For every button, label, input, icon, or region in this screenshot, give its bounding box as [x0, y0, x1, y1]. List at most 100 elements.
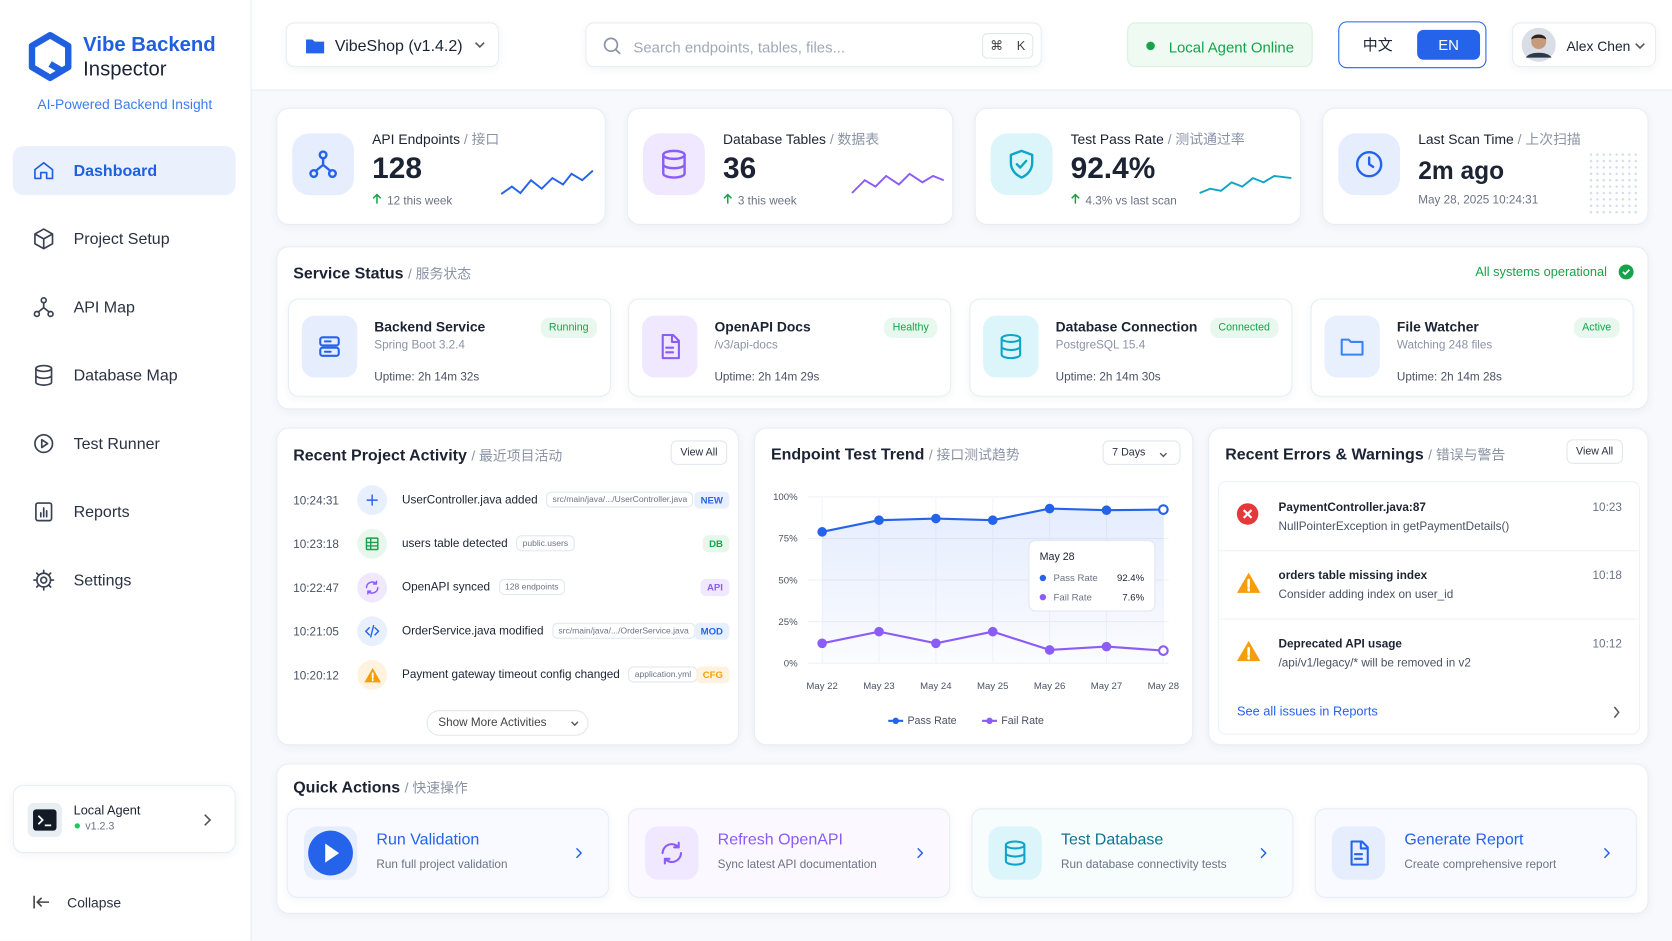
ok-icon: [1618, 264, 1634, 280]
svg-part: [1236, 503, 1259, 525]
note: 3 this week: [737, 195, 797, 208]
user-menu[interactable]: Alex Chen: [1512, 22, 1657, 68]
nav-label: Project Setup: [73, 229, 170, 248]
up-arrow: [1071, 193, 1086, 208]
quick-action[interactable]: Run Validation Run full project validatio…: [286, 808, 609, 898]
path-part: [1525, 52, 1552, 58]
nav-item[interactable]: API Map: [13, 283, 236, 332]
error-icon: [1236, 502, 1259, 531]
title: Quick Actions: [293, 778, 401, 797]
sparkline: [851, 167, 945, 204]
service-item: Backend Service Spring Boot 3.2.4 Uptime: …: [287, 298, 612, 397]
point: [1044, 645, 1055, 655]
quick-icon: [988, 826, 1042, 880]
collapse[interactable]: Collapse: [67, 894, 122, 911]
lang-en[interactable]: EN: [1417, 29, 1481, 60]
activity-time: 10:23:18: [293, 538, 339, 552]
svg-part: [363, 667, 381, 682]
svg-part: [1009, 149, 1034, 179]
stat-icon: [642, 133, 705, 196]
error-title: Deprecated API usage: [1278, 637, 1402, 651]
nav-item[interactable]: Database Map: [13, 351, 236, 400]
point: [874, 626, 884, 637]
service-icon: [301, 315, 358, 378]
nav-item[interactable]: Settings: [13, 556, 236, 605]
path-part: [34, 161, 54, 180]
svg-part: [35, 364, 53, 386]
range-select[interactable]: 7 Days: [1102, 440, 1181, 465]
error-title: orders table missing index: [1278, 569, 1428, 583]
title-cn: / 服务状态: [407, 265, 472, 282]
legend-label: Fail Rate: [1001, 715, 1044, 727]
path-part: [615, 48, 621, 55]
stat-note: 3 this week: [723, 193, 797, 208]
svg-part: [1236, 572, 1261, 593]
show-more[interactable]: Show More Activities: [426, 710, 589, 736]
view-all[interactable]: View All: [1566, 439, 1623, 464]
quick-title: Test Database: [1060, 830, 1164, 849]
circle-part: [327, 169, 337, 179]
note: 12 this week: [387, 195, 453, 208]
nav-item[interactable]: Project Setup: [13, 214, 236, 263]
search[interactable]: Search endpoints, tables, files... ⌘ K: [585, 22, 1042, 68]
path-part: [40, 438, 49, 449]
errors-footer[interactable]: See all issues in Reports: [1236, 703, 1378, 719]
path-part: [1199, 174, 1292, 194]
nav-item[interactable]: Test Runner: [13, 419, 236, 468]
path-part: [500, 169, 594, 195]
chevron: [1635, 43, 1645, 50]
label: Test Pass Rate: [1070, 131, 1164, 148]
project-select[interactable]: VibeShop (v1.4.2): [285, 22, 500, 68]
view-all[interactable]: View All: [670, 440, 728, 465]
service-status: Service Status / 服务状态 All systems operat…: [276, 246, 1649, 410]
error-time: 10:12: [1592, 637, 1622, 651]
lang-cn[interactable]: 中文: [1362, 36, 1393, 54]
x-tick-label: May 25: [977, 681, 1008, 692]
panel-title: Quick Actions / 快速操作: [293, 776, 468, 796]
legend-label: Pass Rate: [907, 715, 956, 727]
up-arrow: [723, 193, 738, 208]
y-tick-label: 100%: [773, 492, 798, 503]
note: May 28, 2025 10:24:31: [1418, 194, 1539, 207]
path-part: [365, 624, 380, 638]
svg-part: [34, 161, 54, 180]
title-cn: / 快速操作: [404, 779, 468, 796]
agent-card[interactable]: Local Agent v1.2.3: [12, 784, 236, 854]
agent-name: Local Agent: [73, 802, 141, 818]
point: [817, 638, 827, 649]
tooltip-dot: [1039, 593, 1047, 601]
label-cn: / 数据表: [829, 131, 880, 148]
nav-item[interactable]: Dashboard: [12, 146, 236, 196]
search-icon: [603, 37, 621, 55]
rect-part: [365, 537, 379, 551]
service-uptime: Uptime: 2h 14m 30s: [1055, 371, 1161, 384]
path-part: [35, 367, 53, 386]
activity-icon: [357, 660, 388, 690]
service-detail: Spring Boot 3.2.4: [374, 339, 465, 352]
service-badge: Healthy: [884, 317, 938, 339]
status-text: Local Agent Online: [1168, 38, 1295, 56]
svg-part: [319, 336, 340, 357]
quick-action[interactable]: Generate Report Create comprehensive repo…: [1314, 808, 1637, 898]
svg-part: [1355, 151, 1383, 178]
activity-text: Payment gateway timeout config changed: [402, 668, 620, 681]
quick-icon: [645, 826, 699, 880]
y-tick-label: 75%: [778, 534, 798, 545]
quick-action[interactable]: Test Database Run database connectivity t…: [971, 808, 1294, 898]
panel-title: Service Status / 服务状态: [293, 262, 471, 282]
point: [874, 515, 884, 525]
service-icon: [983, 315, 1039, 378]
stat-card: API Endpoints / 接口 128 12 this week: [276, 107, 606, 225]
path-part: [37, 815, 52, 827]
x-tick-label: May 28: [1148, 681, 1179, 692]
trend-chart: 0% 25% 50% 75% 100% May 22 May 23 May 24 May 25 M…: [773, 492, 1179, 727]
rect-part: [319, 336, 340, 347]
circle-part: [39, 576, 48, 584]
nav-item[interactable]: Reports: [13, 487, 236, 536]
quick-action[interactable]: Refresh OpenAPI Sync latest API documenta…: [628, 808, 951, 898]
error-title: PaymentController.java:87: [1278, 501, 1426, 514]
point: [1158, 645, 1169, 656]
service-name: File Watcher: [1396, 318, 1479, 335]
svg-part: [33, 569, 55, 591]
